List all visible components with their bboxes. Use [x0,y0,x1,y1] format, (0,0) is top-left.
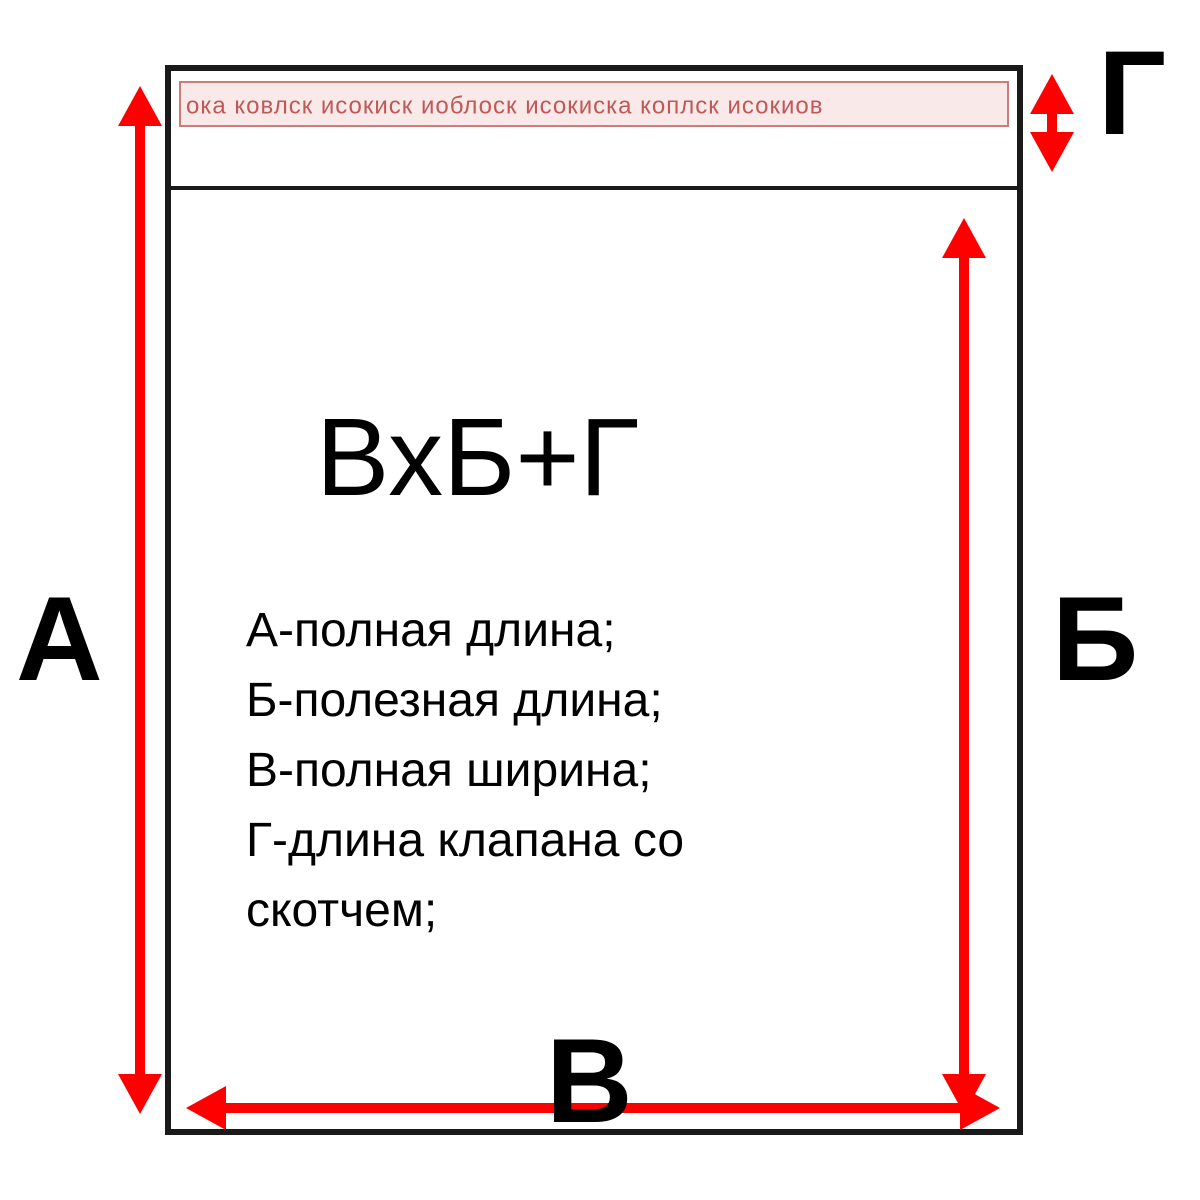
legend-text: А-полная длина; Б-полезная длина; В-полн… [246,596,684,946]
svg-text:ока ковлск исокиск иоблоск исо: ока ковлск исокиск иоблоск исокиска копл… [186,93,823,120]
dim-label-v: В [546,1012,633,1150]
dim-label-g: Г [1098,24,1166,162]
dim-label-a: А [16,570,103,708]
dim-label-b: Б [1052,570,1138,708]
formula-text: ВхБ+Г [316,394,639,521]
